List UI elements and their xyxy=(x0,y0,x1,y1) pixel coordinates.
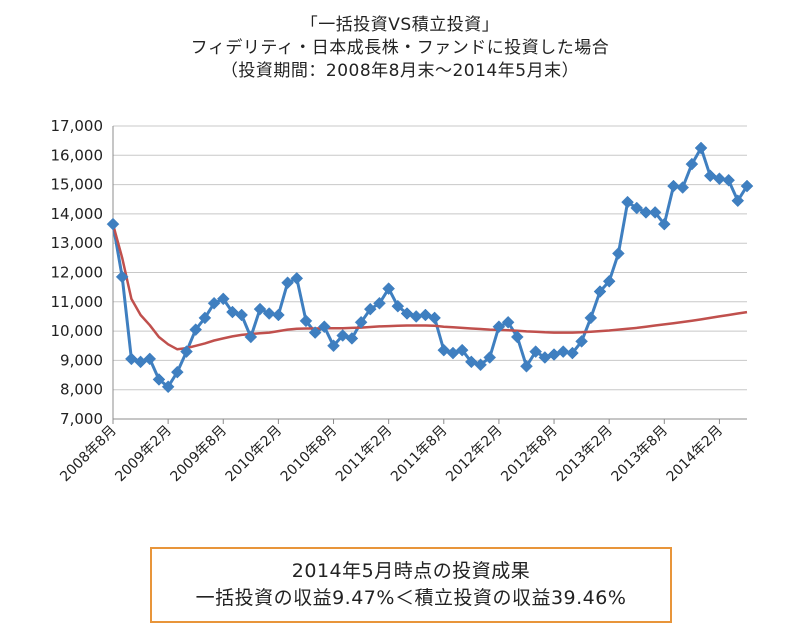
data-point xyxy=(189,323,203,336)
data-point xyxy=(566,346,579,360)
x-tick-label: 2012年8月 xyxy=(498,423,561,486)
series-layer xyxy=(106,141,754,394)
data-point xyxy=(575,335,588,348)
y-axis: 7,000 8,000 9,000 10,000 11,000 12,000 13,000 1… xyxy=(51,117,114,428)
data-point xyxy=(612,247,625,260)
data-point xyxy=(657,217,671,231)
result-line-2: 一括投資の収益9.47%＜積立投資の収益39.46% xyxy=(195,587,627,609)
data-point xyxy=(740,179,754,193)
data-point xyxy=(722,173,735,187)
x-tick-label: 2012年2月 xyxy=(443,423,506,486)
data-point xyxy=(685,157,699,171)
x-tick-label: 2008年8月 xyxy=(57,423,120,486)
y-tick-label: 7,000 xyxy=(60,410,103,428)
y-tick-label: 8,000 xyxy=(60,381,103,399)
data-point xyxy=(308,326,322,339)
data-point xyxy=(161,380,175,394)
y-tick-label: 11,000 xyxy=(51,293,104,311)
data-point xyxy=(713,172,726,186)
chart-title: 「一括投資VS積立投資」 フィデリティ・日本成長株・ファンドに投資した場合 （投… xyxy=(0,14,800,83)
x-axis: 2008年8月2009年2月2009年8月2010年2月2010年8月2011年… xyxy=(57,418,747,486)
data-point xyxy=(115,270,129,284)
data-point xyxy=(520,359,533,373)
data-point xyxy=(373,296,386,310)
data-point xyxy=(676,181,690,194)
gridlines xyxy=(113,125,747,420)
data-point xyxy=(593,285,607,298)
data-point xyxy=(198,311,212,325)
data-point xyxy=(281,276,294,290)
x-tick-label: 2013年8月 xyxy=(609,423,672,486)
data-point xyxy=(621,195,634,209)
data-point xyxy=(667,179,680,193)
y-tick-label: 12,000 xyxy=(51,264,104,282)
data-point xyxy=(391,299,405,313)
x-tick-label: 2014年2月 xyxy=(664,423,727,486)
data-point xyxy=(510,330,524,344)
x-tick-label: 2011年8月 xyxy=(388,423,451,486)
data-point xyxy=(501,315,515,329)
x-tick-label: 2013年2月 xyxy=(553,423,616,486)
data-point xyxy=(143,352,157,366)
data-point xyxy=(207,296,221,310)
data-point xyxy=(272,308,285,322)
data-point xyxy=(529,345,543,358)
data-point xyxy=(262,307,276,320)
x-tick-label: 2011年2月 xyxy=(333,423,396,486)
data-point xyxy=(216,292,230,306)
data-point xyxy=(152,373,166,386)
line-chart: 7,000 8,000 9,000 10,000 11,000 12,000 13,000 1… xyxy=(51,117,754,486)
title-line-1: 「一括投資VS積立投資」 xyxy=(300,15,500,35)
title-line-3: （投資期間：2008年8月末～2014年5月末） xyxy=(220,61,580,81)
data-point xyxy=(630,201,644,215)
data-point xyxy=(299,314,313,328)
title-line-2: フィデリティ・日本成長株・ファンドに投資した場合 xyxy=(190,38,610,58)
data-point xyxy=(345,332,359,345)
data-point xyxy=(584,311,598,325)
x-tick-label: 2010年2月 xyxy=(223,423,286,486)
data-point xyxy=(354,315,368,329)
data-point xyxy=(639,206,653,219)
data-point xyxy=(455,343,469,357)
data-point xyxy=(382,282,396,295)
data-point xyxy=(106,217,120,231)
data-point xyxy=(327,339,340,353)
x-tick-label: 2009年2月 xyxy=(112,423,175,486)
data-point xyxy=(363,302,377,316)
result-box: 2014年5月時点の投資成果 一括投資の収益9.47%＜積立投資の収益39.46… xyxy=(150,547,672,623)
data-point xyxy=(556,345,570,358)
result-line-1: 2014年5月時点の投資成果 xyxy=(291,560,531,582)
installment-line xyxy=(111,223,748,351)
lump-sum-line xyxy=(111,146,749,389)
data-point xyxy=(170,365,184,379)
data-point xyxy=(731,194,745,208)
data-point xyxy=(474,358,487,372)
x-tick-label: 2009年8月 xyxy=(167,423,230,486)
data-point xyxy=(244,330,258,344)
data-point xyxy=(235,308,248,322)
y-tick-label: 14,000 xyxy=(51,205,104,223)
data-point xyxy=(253,302,267,316)
data-point xyxy=(428,311,441,325)
data-point xyxy=(492,320,506,334)
data-point xyxy=(648,206,662,219)
y-tick-label: 9,000 xyxy=(60,351,103,369)
data-point xyxy=(290,272,304,285)
y-tick-label: 15,000 xyxy=(51,176,104,194)
y-tick-label: 17,000 xyxy=(51,117,104,135)
data-point xyxy=(317,320,331,334)
y-tick-label: 13,000 xyxy=(51,234,104,252)
y-tick-label: 16,000 xyxy=(51,146,104,164)
data-point xyxy=(180,345,193,358)
x-tick-label: 2010年8月 xyxy=(278,423,341,486)
data-point xyxy=(602,274,616,288)
data-point xyxy=(694,141,708,155)
data-point xyxy=(483,351,497,364)
y-tick-label: 10,000 xyxy=(51,322,104,340)
